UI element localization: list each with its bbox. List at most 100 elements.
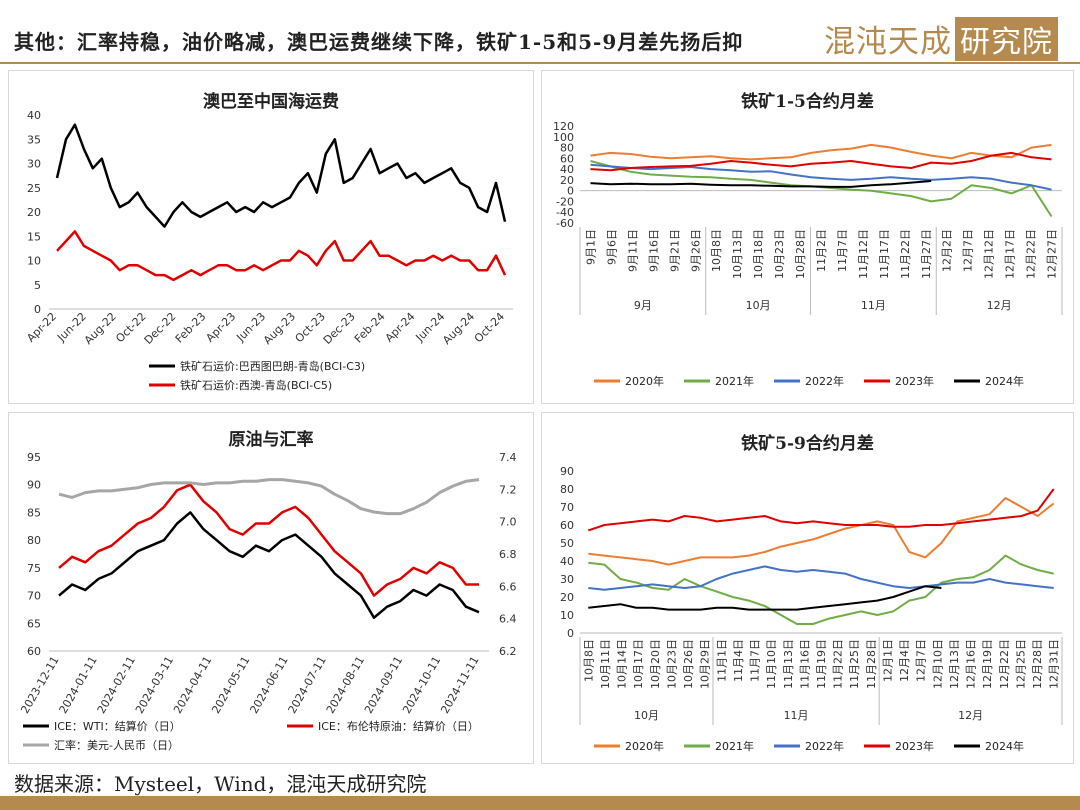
series-line-3 [587, 488, 1055, 532]
x-tick-label: 12月12日 [983, 229, 996, 279]
group-label: 11月 [784, 709, 809, 722]
x-tick-label: 11月7日 [836, 229, 849, 272]
logo-box: 研究院 [955, 16, 1058, 61]
chart-title-oilfx: 原油与汇率 [228, 430, 314, 450]
spread15-chart-panel: 铁矿1-5合约月差 -60 -40 -20 0 20 40 60 80 100 120 9月1日 9月… [541, 70, 1074, 404]
x-tick-label: 11月10日 [765, 639, 778, 689]
x-tick-label: 11月25日 [848, 639, 861, 689]
y-tick-label: 35 [27, 133, 41, 146]
legend-0-label: 2020年 [625, 739, 664, 753]
x-tick-label: 10月18日 [752, 229, 765, 279]
series-line-1 [56, 230, 507, 282]
y-tick-label: 20 [27, 206, 41, 219]
chart-title-spread15: 铁矿1-5合约月差 [741, 92, 874, 112]
group-label: 11月 [861, 299, 886, 312]
x-tick-label: 12月28日 [1031, 639, 1044, 689]
x-tick-label: 10月13日 [731, 229, 744, 279]
x-tick-label: 9月16日 [647, 229, 660, 272]
y-tick-label: 10 [27, 255, 41, 268]
logo-text: 混沌天成 [824, 24, 952, 60]
x-tick-label: 10月11日 [599, 639, 612, 689]
x-tick-label: 10月14日 [616, 639, 629, 689]
y-tick-label: 30 [27, 158, 41, 171]
x-tick-label: Dec-23 [321, 310, 358, 347]
y-tick-label: -20 [556, 195, 574, 208]
y-tick-label: 80 [560, 483, 574, 496]
y-tick-label: 0 [34, 303, 41, 316]
x-tick-label: 2024-02-11 [95, 654, 138, 716]
oil-fx-chart: 60 65 70 75 80 85 90 95 6.2 6.4 6.6 6.8 7.0 7.2 7.4 202… [18, 451, 517, 752]
group-label: 10月 [746, 299, 771, 312]
x-tick-label: Apr-22 [24, 310, 59, 345]
freight-chart-panel: 澳巴至中国海运费 0 5 10 15 20 25 30 35 40 Apr-22 Jun-22 Aug… [8, 70, 534, 404]
x-tick-label: 9月26日 [689, 229, 702, 272]
series-line-0 [55, 123, 507, 228]
series-line-0 [588, 497, 1055, 566]
x-tick-label: Aug-23 [261, 310, 298, 347]
page-title: 其他：汇率持稳，油价略减，澳巴运费继续下降，铁矿1-5和5-9月差先扬后抑 [14, 30, 744, 54]
x-tick-label: 12月13日 [948, 639, 961, 689]
x-tick-label: 10月23日 [773, 229, 786, 279]
x-tick-label: 2023-12-11 [18, 654, 61, 716]
x-tick-label: 12月16日 [965, 639, 978, 689]
x-tick-label: 12月31日 [1048, 639, 1061, 689]
x-tick-label: 12月7日 [962, 229, 975, 272]
series-line-2 [588, 565, 1054, 591]
y-tick-label-right: 7.2 [499, 483, 517, 496]
legend-usdcny-label: 汇率：美元-人民币（日） [54, 738, 179, 752]
x-tick-label: 12月1日 [881, 639, 894, 682]
y-tick-label: 5 [34, 279, 41, 292]
header-rule [0, 62, 1080, 64]
y-tick-label: 120 [553, 120, 574, 133]
x-tick-label: 11月1日 [715, 639, 728, 682]
legend-2-label: 2022年 [805, 374, 844, 388]
y-tick-label: 60 [560, 519, 574, 532]
y-tick-label-left: 70 [27, 590, 41, 603]
y-tick-label-left: 85 [27, 506, 41, 519]
x-tick-label: 10月20日 [649, 639, 662, 689]
y-tick-label-left: 80 [27, 534, 41, 547]
x-tick-label: 12月2日 [941, 229, 954, 272]
x-tick-label: Dec-22 [142, 310, 179, 347]
x-tick-label: 11月4日 [732, 639, 745, 682]
y-tick-label-right: 7.4 [499, 451, 517, 464]
brand-logo: 混沌天成 研究院 [824, 16, 1058, 61]
y-tick-label: 60 [560, 152, 574, 165]
y-tick-label-right: 6.4 [499, 613, 517, 626]
x-tick-label: 2024-08-11 [324, 654, 367, 716]
y-tick-label: 10 [560, 609, 574, 622]
x-tick-label: 12月22日 [998, 639, 1011, 689]
x-tick-label: Feb-23 [173, 310, 209, 346]
x-tick-label: 2024-04-11 [171, 654, 214, 716]
y-tick-label-left: 75 [27, 562, 41, 575]
x-tick-label: 10月8日 [710, 229, 723, 272]
series-line-2 [58, 478, 480, 516]
series-line-1 [58, 483, 479, 597]
series-line-4 [590, 180, 932, 188]
x-tick-label: 11月16日 [798, 639, 811, 689]
chart-title-spread59: 铁矿5-9合约月差 [741, 434, 874, 454]
x-tick-label: Aug-22 [82, 310, 119, 347]
y-tick-label-right: 6.2 [499, 645, 517, 658]
x-tick-label: 11月19日 [815, 639, 828, 689]
legend-wti-label: ICE：WTI：结算价（日） [54, 719, 181, 733]
y-tick-label: 20 [560, 174, 574, 187]
series-line-0 [590, 143, 1052, 161]
legend-2-label: 2022年 [805, 739, 844, 753]
legend-3-label: 2023年 [895, 739, 934, 753]
group-label: 9月 [634, 299, 652, 312]
series-line-4 [588, 585, 942, 611]
x-tick-label: 10月17日 [632, 639, 645, 689]
legend-bci-c3-label: 铁矿石运价:巴西图巴朗-青岛(BCI-C3) [180, 359, 365, 373]
x-tick-label: 2024-06-11 [247, 654, 290, 716]
x-tick-label: 12月10日 [931, 639, 944, 689]
x-tick-label: Oct-24 [472, 310, 507, 345]
x-tick-label: Apr-23 [203, 310, 238, 345]
legend-bci-c5-label: 铁矿石运价:西澳-青岛(BCI-C5) [180, 378, 332, 392]
legend-brent-label: ICE：布伦特原油：结算价（日） [318, 719, 479, 733]
x-tick-label: 12月4日 [898, 639, 911, 682]
series-line-2 [590, 163, 1052, 191]
footer-bar [0, 796, 1080, 810]
y-tick-label: 100 [553, 131, 574, 144]
x-tick-label: 10月8日 [582, 639, 595, 682]
